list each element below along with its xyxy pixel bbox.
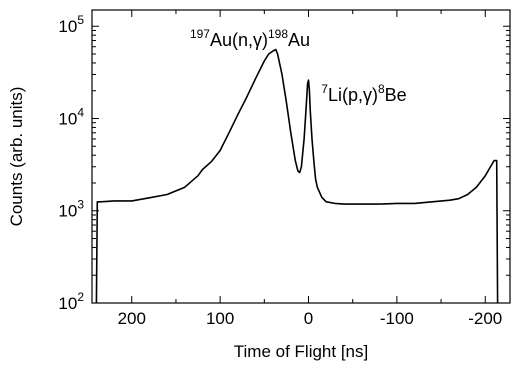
y-tick-label: 104 (58, 105, 84, 128)
y-tick-labels: 102 103 104 105 (58, 13, 84, 313)
y-axis-title: Counts (arb. units) (7, 87, 26, 227)
y-tick-label: 105 (58, 13, 84, 36)
y-tick-label: 103 (58, 198, 84, 221)
plot-frame (91, 9, 511, 304)
series-line (95, 48, 499, 304)
x-tick-label: -200 (468, 309, 502, 328)
x-tick-labels: 200 100 0 -100 -200 (118, 309, 503, 328)
annotation-li: 7Li(p,γ)8Be (321, 82, 406, 105)
x-axis-title: Time of Flight [ns] (234, 342, 368, 361)
x-tick-label: 0 (304, 309, 313, 328)
annotations: 197Au(n,γ)198Au 7Li(p,γ)8Be (190, 27, 407, 105)
y-tick-label: 102 (58, 290, 84, 313)
axis-ticks (92, 10, 510, 304)
x-tick-label: 200 (118, 309, 146, 328)
annotation-au: 197Au(n,γ)198Au (190, 27, 310, 50)
x-tick-label: 100 (206, 309, 234, 328)
x-tick-label: -100 (380, 309, 414, 328)
